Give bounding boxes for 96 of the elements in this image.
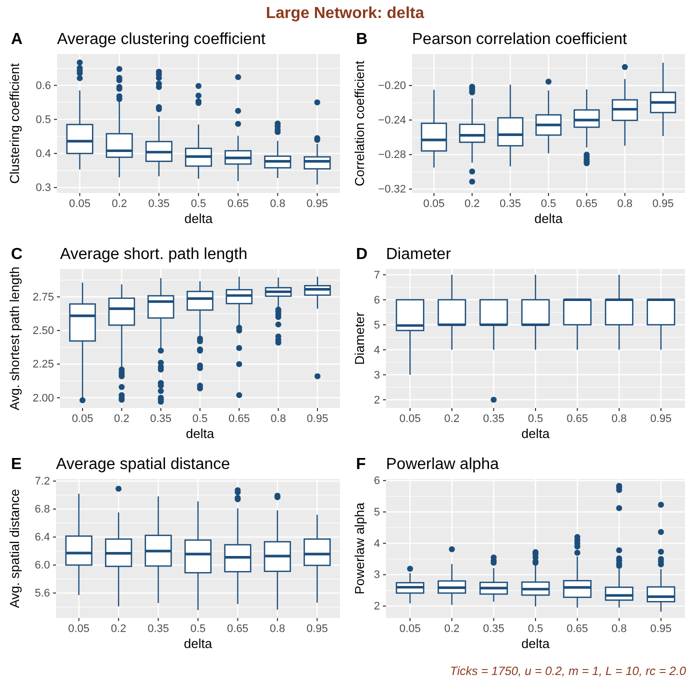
x-tick-label: 0.35 [148,198,170,210]
x-tick-label: 0.65 [227,622,248,635]
text: Ticks = 1750, u = 0.2, m = 1, L = 10, rc = 2.0 [450,664,686,678]
y-tick-label: 6.8 [34,504,50,516]
x-tick-label: 0.5 [540,198,556,210]
text: E [11,456,22,473]
y-tick-label: −0.20 [378,80,406,92]
y-tick-label: 6.0 [34,560,50,572]
y-axis-title: Correlation coefficient [352,60,367,186]
text: C [11,246,23,263]
x-tick-label: 0.05 [399,412,421,425]
x-tick-label: 0.5 [528,412,544,425]
x-tick-label: 0.8 [611,412,627,425]
x-tick-label: 0.5 [190,198,206,210]
x-tick-label: 0.35 [482,412,504,425]
chart-title: Powerlaw alpha [386,456,500,473]
y-tick-label: −0.24 [378,114,406,127]
x-tick-label: 0.35 [500,198,522,210]
y-tick-label: 5 [374,506,380,518]
x-tick-label: 0.35 [150,412,172,425]
y-axis-title: Clustering coefficient [7,62,22,184]
x-tick-label: 0.2 [444,412,460,425]
y-tick-label: 6.4 [34,532,50,544]
y-tick-label: 7 [374,269,380,282]
x-tick-label: 0.95 [652,198,674,210]
x-tick-label: 0.95 [306,198,328,210]
x-tick-label: 0.95 [650,412,672,425]
x-tick-label: 0.2 [112,198,127,210]
text: F [356,456,366,473]
x-axis-title: delta [186,426,215,441]
y-tick-label: 7.2 [34,476,50,488]
x-tick-label: 0.65 [566,622,588,635]
x-tick-label: 0.2 [444,622,460,635]
x-axis-title: delta [521,636,550,651]
text: D [356,246,368,263]
x-tick-label: 0.2 [110,622,126,635]
chart-title: Average clustering coefficient [57,31,266,48]
y-tick-label: 2 [374,600,380,613]
x-tick-label: 0.65 [228,412,250,425]
x-tick-label: 0.2 [464,198,480,210]
x-tick-label: 0.8 [611,622,627,635]
x-tick-label: 0.8 [270,622,286,635]
x-tick-label: 0.5 [528,622,544,635]
y-tick-label: 2.25 [32,358,54,371]
y-tick-label: −0.28 [378,149,406,162]
x-tick-label: 0.65 [227,198,249,210]
chart-title: Pearson correlation coefficient [412,31,628,48]
text: B [356,31,368,48]
x-tick-label: 0.95 [306,622,328,635]
x-tick-label: 0.5 [192,412,208,425]
x-tick-label: 0.05 [72,412,94,425]
y-tick-label: 2.00 [32,392,54,404]
x-axis-title: delta [184,211,214,226]
y-tick-label: 0.4 [36,148,51,160]
x-tick-label: 0.8 [617,198,633,210]
x-tick-label: 0.65 [576,198,598,210]
x-tick-label: 0.05 [399,622,421,635]
y-tick-label: 2.75 [32,291,54,304]
x-tick-label: 0.95 [650,622,672,635]
y-axis-title: Avg. shortest path length [7,266,22,410]
y-tick-label: 5 [374,319,380,332]
y-axis-title: Avg. spatial distance [7,489,22,608]
x-tick-label: 0.8 [270,412,286,425]
chart-title: Average spatial distance [56,456,230,473]
x-tick-label: 0.8 [270,198,286,210]
x-tick-label: 0.35 [148,622,169,635]
y-axis-title: Diameter [352,311,367,365]
chart-title: Average short. path length [60,246,248,263]
x-tick-label: 0.05 [69,198,90,210]
y-tick-label: 3 [374,369,380,382]
y-tick-label: 6 [374,475,380,488]
y-axis-title: Powerlaw alpha [352,502,367,594]
y-tick-label: 5.6 [34,588,50,600]
y-tick-label: 0.5 [36,114,51,126]
x-tick-label: 0.35 [482,622,504,635]
x-axis-title: delta [521,426,550,441]
y-tick-label: −0.32 [378,184,406,196]
y-tick-label: 4 [374,344,380,356]
y-tick-label: 2 [374,394,380,406]
y-tick-label: 3 [374,569,380,582]
y-tick-label: 6 [374,294,380,306]
chart-title: Diameter [386,246,452,263]
y-tick-label: 0.6 [36,80,51,92]
x-axis-title: delta [184,636,213,651]
y-tick-label: 0.3 [36,182,51,194]
x-axis-title: delta [534,211,564,226]
text: Large Network: delta [266,5,424,22]
y-tick-label: 4 [374,538,380,550]
x-tick-label: 0.65 [566,412,588,425]
x-tick-label: 0.5 [190,622,206,635]
x-tick-label: 0.95 [306,412,328,425]
x-tick-label: 0.2 [114,412,130,425]
x-tick-label: 0.05 [423,198,445,210]
y-tick-label: 2.50 [32,325,54,338]
x-tick-label: 0.05 [68,622,90,635]
text: A [11,31,23,48]
